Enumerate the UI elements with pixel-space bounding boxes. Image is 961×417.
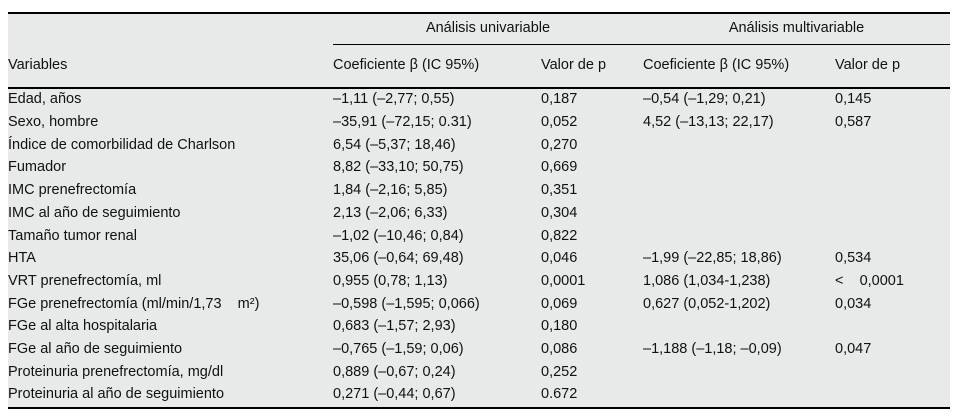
p-uni-cell: 0,669 [541, 159, 578, 176]
p-uni-cell: 0,069 [541, 295, 578, 312]
coef-multi-cell: 0,627 (0,052-1,202) [643, 295, 771, 312]
coef-multi-cell [643, 225, 835, 248]
p-multi-cell [835, 202, 950, 225]
coef-multi-cell: –1,188 (–1,18; –0,09) [643, 340, 782, 357]
p-multi-cell [835, 361, 950, 384]
coef-uni-cell: 1,84 (–2,16; 5,85) [333, 182, 448, 199]
table-row: Tamaño tumor renal –1,02 (–10,46; 0,84) … [8, 225, 950, 248]
p-uni-cell: 0,270 [541, 136, 578, 153]
coef-multi-cell [643, 361, 835, 384]
table-row: Proteinuria prenefrectomía, mg/dl 0,889 … [8, 361, 950, 384]
coef-uni-cell: –0,765 (–1,59; 0,06) [333, 340, 464, 357]
p-multi-cell [835, 225, 950, 248]
p-multi-cell [835, 384, 950, 407]
column-header-p-multivariable: Valor de p [835, 44, 951, 89]
variable-cell: Índice de comorbilidad de Charlson [8, 136, 236, 153]
coef-multi-cell [643, 157, 835, 180]
p-uni-cell: 0,187 [541, 91, 578, 108]
variable-cell: FGe al alta hospitalaria [8, 318, 158, 335]
coef-multi-cell [643, 384, 835, 407]
column-header-coef-univariable: Coeficiente β (IC 95%) [333, 44, 541, 89]
p-multi-cell [835, 316, 950, 339]
p-uni-cell: 0,822 [541, 227, 578, 244]
column-header-row: Variables Coeficiente β (IC 95%) Valor d… [8, 44, 951, 89]
p-multi-cell [835, 134, 950, 157]
column-header-variables: Variables [8, 44, 333, 89]
variable-cell: Tamaño tumor renal [8, 227, 137, 244]
p-uni-cell: 0,0001 [541, 272, 586, 289]
coef-uni-cell: 6,54 (–5,37; 18,46) [333, 136, 456, 153]
p-multi-cell: 0,145 [835, 91, 872, 108]
coef-multi-cell [643, 202, 835, 225]
variable-cell: Sexo, hombre [8, 114, 99, 131]
coef-uni-cell: 0,955 (0,78; 1,13) [333, 272, 448, 289]
coef-uni-cell: 0,889 (–0,67; 0,24) [333, 363, 456, 380]
variable-cell: Proteinuria prenefrectomía, mg/dl [8, 363, 224, 380]
group-header-spacer [8, 14, 333, 45]
variable-cell: Proteinuria al año de seguimiento [8, 386, 225, 403]
p-uni-cell: 0.672 [541, 386, 578, 403]
coef-multi-cell [643, 316, 835, 339]
regression-table: Análisis univariable Análisis multivaria… [8, 12, 951, 409]
p-multi-cell: 0,534 [835, 250, 872, 267]
table-row: IMC prenefrectomía 1,84 (–2,16; 5,85) 0,… [8, 180, 950, 203]
coef-uni-cell: –1,02 (–10,46; 0,84) [333, 227, 464, 244]
p-multi-cell [835, 157, 950, 180]
table-row: Fumador 8,82 (–33,10; 50,75) 0,669 [8, 157, 950, 180]
table-body: Edad, años –1,11 (–2,77; 0,55) 0,187 –0,… [8, 88, 950, 407]
p-multi-cell: 0,587 [835, 114, 872, 131]
coef-uni-cell: 0,683 (–1,57; 2,93) [333, 318, 456, 335]
variable-cell: FGe al año de seguimiento [8, 340, 183, 357]
table-row: Proteinuria al año de seguimiento 0,271 … [8, 384, 950, 407]
table-row: FGe al alta hospitalaria 0,683 (–1,57; 2… [8, 316, 950, 339]
p-uni-cell: 0,052 [541, 114, 578, 131]
p-multi-cell: 0,047 [835, 340, 872, 357]
group-header-row: Análisis univariable Análisis multivaria… [8, 14, 951, 45]
table-row: IMC al año de seguimiento 2,13 (–2,06; 6… [8, 202, 950, 225]
table-row: FGe prenefrectomía (ml/min/1,73 m²) –0,5… [8, 293, 950, 316]
stats-table: Análisis univariable Análisis multivaria… [8, 14, 951, 407]
coef-uni-cell: –1,11 (–2,77; 0,55) [333, 91, 455, 108]
variable-cell: IMC prenefrectomía [8, 182, 137, 199]
table-row: Índice de comorbilidad de Charlson 6,54 … [8, 134, 950, 157]
variable-cell: HTA [8, 250, 36, 267]
table-row: HTA 35,06 (–0,64; 69,48) 0,046 –1,99 (–2… [8, 248, 950, 271]
coef-uni-cell: –35,91 (–72,15; 0.31) [333, 114, 472, 131]
group-header-multivariable: Análisis multivariable [643, 14, 951, 45]
p-uni-cell: 0,351 [541, 182, 578, 199]
column-header-p-univariable: Valor de p [541, 44, 643, 89]
p-multi-cell: < 0,0001 [835, 272, 904, 289]
coef-uni-cell: 2,13 (–2,06; 6,33) [333, 204, 448, 221]
variable-cell: VRT prenefrectomía, ml [8, 272, 162, 289]
coef-multi-cell [643, 134, 835, 157]
coef-multi-cell [643, 180, 835, 203]
coef-multi-cell: –1,99 (–22,85; 18,86) [643, 250, 782, 267]
table-row: Edad, años –1,11 (–2,77; 0,55) 0,187 –0,… [8, 88, 950, 112]
p-uni-cell: 0,046 [541, 250, 578, 267]
table-row: VRT prenefrectomía, ml 0,955 (0,78; 1,13… [8, 271, 950, 294]
table-row: FGe al año de seguimiento –0,765 (–1,59;… [8, 339, 950, 362]
coef-uni-cell: 0,271 (–0,44; 0,67) [333, 386, 456, 403]
p-uni-cell: 0,086 [541, 340, 578, 357]
variable-cell: Fumador [8, 159, 67, 176]
p-uni-cell: 0,180 [541, 318, 578, 335]
p-multi-cell [835, 180, 950, 203]
coef-uni-cell: –0,598 (–1,595; 0,066) [333, 295, 480, 312]
table-row: Sexo, hombre –35,91 (–72,15; 0.31) 0,052… [8, 112, 950, 135]
coef-multi-cell: 1,086 (1,034-1,238) [643, 272, 771, 289]
coef-uni-cell: 35,06 (–0,64; 69,48) [333, 250, 464, 267]
column-header-coef-multivariable: Coeficiente β (IC 95%) [643, 44, 835, 89]
variable-cell: Edad, años [8, 91, 82, 108]
coef-uni-cell: 8,82 (–33,10; 50,75) [333, 159, 464, 176]
p-uni-cell: 0,252 [541, 363, 578, 380]
coef-multi-cell: –0,54 (–1,29; 0,21) [643, 91, 766, 108]
variable-cell: IMC al año de seguimiento [8, 204, 181, 221]
group-header-univariable: Análisis univariable [333, 14, 643, 45]
p-uni-cell: 0,304 [541, 204, 578, 221]
p-multi-cell: 0,034 [835, 295, 872, 312]
coef-multi-cell: 4,52 (–13,13; 22,17) [643, 114, 774, 131]
variable-cell: FGe prenefrectomía (ml/min/1,73 m²) [8, 295, 260, 312]
